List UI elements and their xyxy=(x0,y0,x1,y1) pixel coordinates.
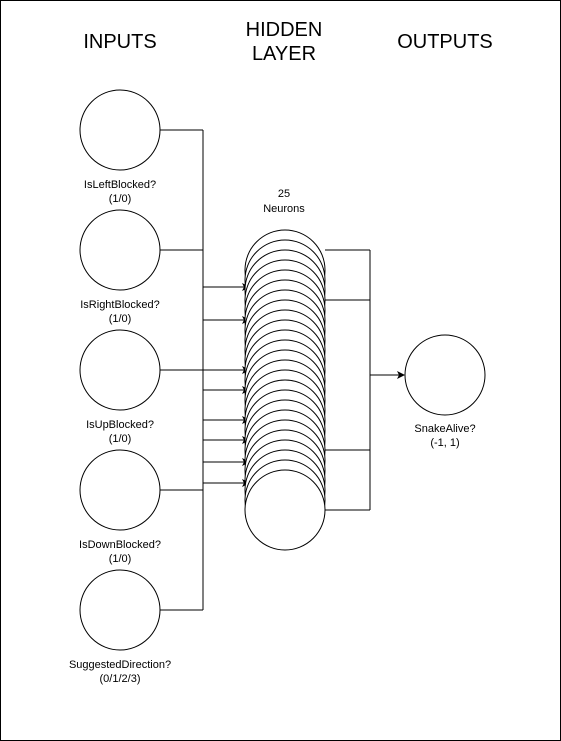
input-wires xyxy=(160,129,250,611)
input-neuron xyxy=(79,89,161,171)
input-range-label: (0/1/2/3) xyxy=(100,673,141,685)
input-name-label: IsRightBlocked? xyxy=(80,299,160,311)
outputs-header: OUTPUTS xyxy=(397,31,493,53)
inputs-header: INPUTS xyxy=(83,31,156,53)
input-range-label: (1/0) xyxy=(109,553,132,565)
hidden-header-line2: LAYER xyxy=(252,43,316,65)
input-name-label: SuggestedDirection? xyxy=(69,659,171,671)
input-range-label: (1/0) xyxy=(109,193,132,205)
input-nodes: IsLeftBlocked? (1/0) IsRightBlocked? (1/0) I… xyxy=(69,89,171,685)
output-node-group: SnakeAlive? (-1, 1) xyxy=(404,334,486,449)
input-neuron xyxy=(79,449,161,531)
hidden-neuron-stack xyxy=(244,229,326,551)
output-neuron xyxy=(404,334,486,416)
input-range-label: (1/0) xyxy=(109,313,132,325)
hidden-count-label: 25 xyxy=(278,188,290,200)
output-range-label: (-1, 1) xyxy=(430,437,459,449)
input-neuron xyxy=(79,569,161,651)
hidden-header-line1: HIDDEN xyxy=(246,19,323,41)
input-name-label: IsLeftBlocked? xyxy=(84,179,156,191)
output-name-label: SnakeAlive? xyxy=(414,423,475,435)
hidden-neuron xyxy=(244,469,326,551)
input-name-label: IsDownBlocked? xyxy=(79,539,161,551)
input-name-label: IsUpBlocked? xyxy=(86,419,154,431)
output-wires xyxy=(325,249,405,511)
input-neuron xyxy=(79,209,161,291)
input-neuron xyxy=(79,329,161,411)
input-range-label: (1/0) xyxy=(109,433,132,445)
hidden-unit-label: Neurons xyxy=(263,203,305,215)
